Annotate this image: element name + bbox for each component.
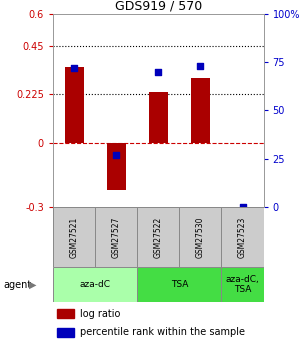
Bar bbox=[53, 207, 95, 267]
Point bbox=[198, 63, 203, 69]
Text: agent: agent bbox=[3, 280, 31, 289]
Bar bbox=[221, 267, 264, 302]
Text: GSM27523: GSM27523 bbox=[238, 217, 247, 258]
Bar bbox=[179, 207, 221, 267]
Text: TSA: TSA bbox=[171, 280, 188, 289]
Bar bbox=[65, 68, 84, 142]
Text: GSM27521: GSM27521 bbox=[70, 217, 78, 258]
Text: aza-dC,
TSA: aza-dC, TSA bbox=[226, 275, 259, 294]
Bar bbox=[57, 328, 74, 337]
Title: GDS919 / 570: GDS919 / 570 bbox=[115, 0, 202, 13]
Bar bbox=[191, 78, 210, 142]
Bar bbox=[221, 207, 264, 267]
Bar bbox=[149, 92, 168, 142]
Text: log ratio: log ratio bbox=[80, 308, 121, 318]
Text: ▶: ▶ bbox=[29, 280, 36, 289]
Bar bbox=[137, 207, 179, 267]
Text: GSM27530: GSM27530 bbox=[196, 216, 205, 258]
Bar bbox=[95, 207, 137, 267]
Point bbox=[156, 69, 161, 75]
Bar bbox=[107, 142, 126, 190]
Bar bbox=[137, 267, 221, 302]
Text: aza-dC: aza-dC bbox=[80, 280, 111, 289]
Point bbox=[114, 152, 118, 158]
Point bbox=[72, 65, 76, 71]
Text: percentile rank within the sample: percentile rank within the sample bbox=[80, 327, 245, 337]
Point bbox=[240, 204, 245, 210]
Text: GSM27527: GSM27527 bbox=[112, 217, 121, 258]
Bar bbox=[57, 309, 74, 318]
Bar bbox=[53, 267, 137, 302]
Text: GSM27522: GSM27522 bbox=[154, 217, 163, 258]
